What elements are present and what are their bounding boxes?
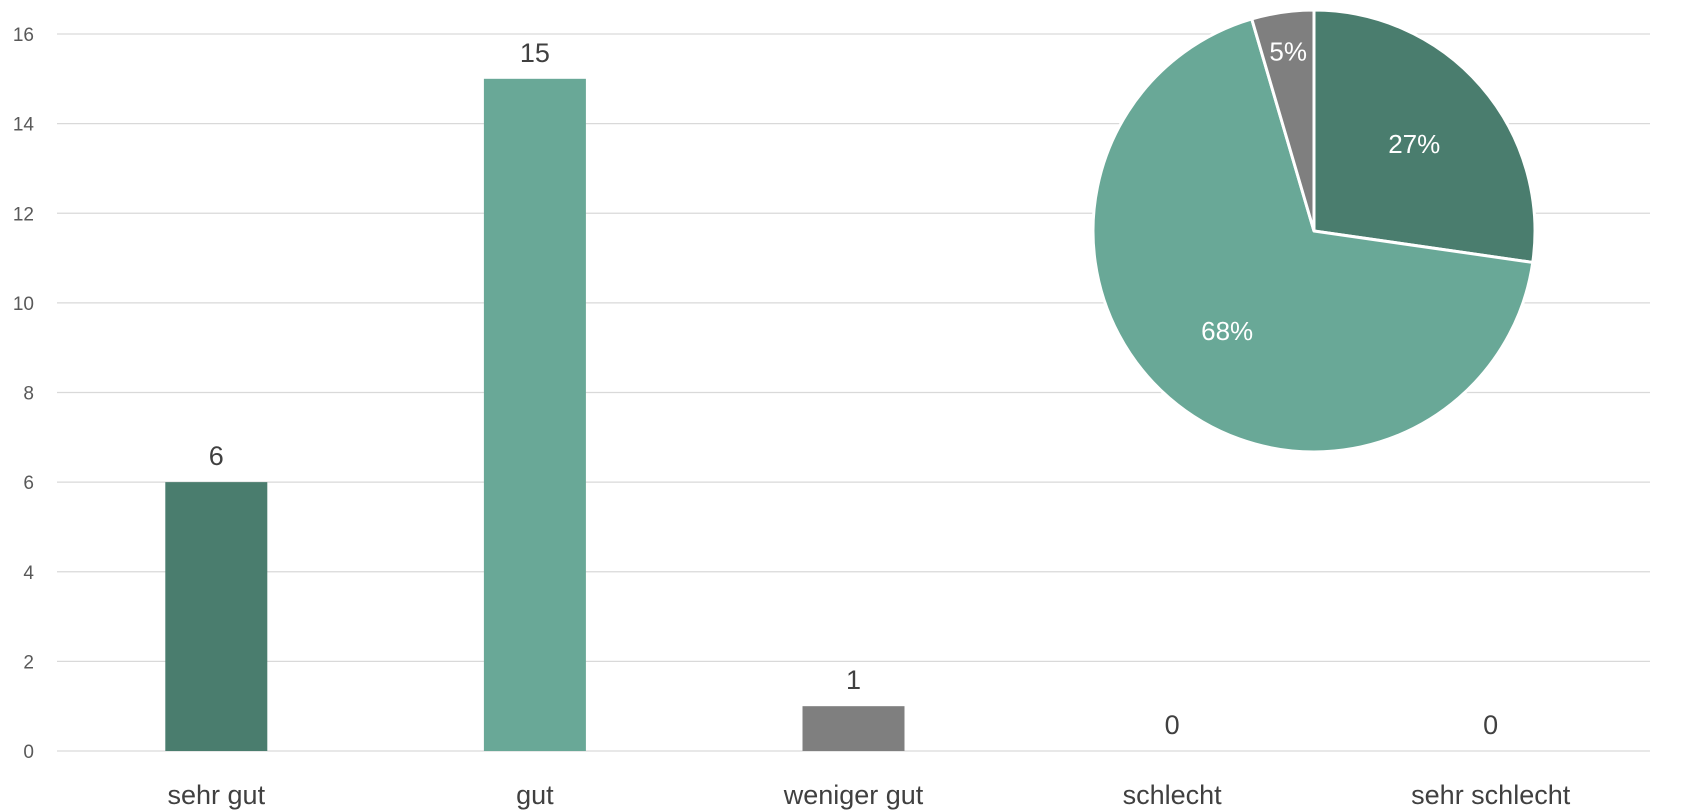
- y-tick-label-0: 0: [23, 742, 34, 763]
- gridlines: [57, 33, 1650, 752]
- y-tick-label-10: 10: [13, 294, 34, 315]
- pie-slice-3: [1250, 8, 1316, 233]
- pie-slice-label-2: 68%: [1201, 316, 1253, 346]
- x-tick-label-4: schlecht: [1123, 780, 1223, 810]
- y-axis: 0 2 4 6 8 10 12 14 16: [13, 25, 35, 763]
- bar-1: [165, 482, 268, 751]
- bar-data-label-1: 6: [209, 441, 224, 471]
- pie-chart: 27% 68% 5%: [1091, 8, 1537, 454]
- y-tick-label-12: 12: [13, 204, 34, 225]
- bar-series: [165, 78, 905, 751]
- bar-3: [802, 706, 905, 751]
- pie-slice-1: [1312, 8, 1537, 264]
- pie-slice-2: [1091, 17, 1535, 454]
- bar-data-label-4: 0: [1165, 710, 1180, 740]
- x-tick-label-2: gut: [516, 780, 554, 810]
- x-tick-label-3: weniger gut: [783, 780, 924, 810]
- bar-data-labels: 6 15 1 0 0: [209, 38, 1498, 740]
- y-tick-label-4: 4: [23, 563, 34, 584]
- y-tick-label-14: 14: [13, 115, 35, 136]
- pie-slice-label-3: 5%: [1269, 37, 1307, 67]
- bar-2: [483, 78, 586, 751]
- bar-data-label-2: 15: [520, 38, 550, 68]
- x-axis: sehr gut gut weniger gut schlecht sehr schle…: [168, 780, 1571, 810]
- pie-slice-label-1: 27%: [1388, 129, 1440, 159]
- y-tick-label-8: 8: [23, 384, 34, 405]
- y-tick-label-16: 16: [13, 25, 34, 46]
- y-tick-label-2: 2: [23, 652, 34, 673]
- x-tick-label-5: sehr schlecht: [1411, 780, 1571, 810]
- y-tick-label-6: 6: [23, 473, 34, 494]
- x-tick-label-1: sehr gut: [168, 780, 266, 810]
- bar-data-label-3: 1: [846, 665, 861, 695]
- bar-data-label-5: 0: [1483, 710, 1498, 740]
